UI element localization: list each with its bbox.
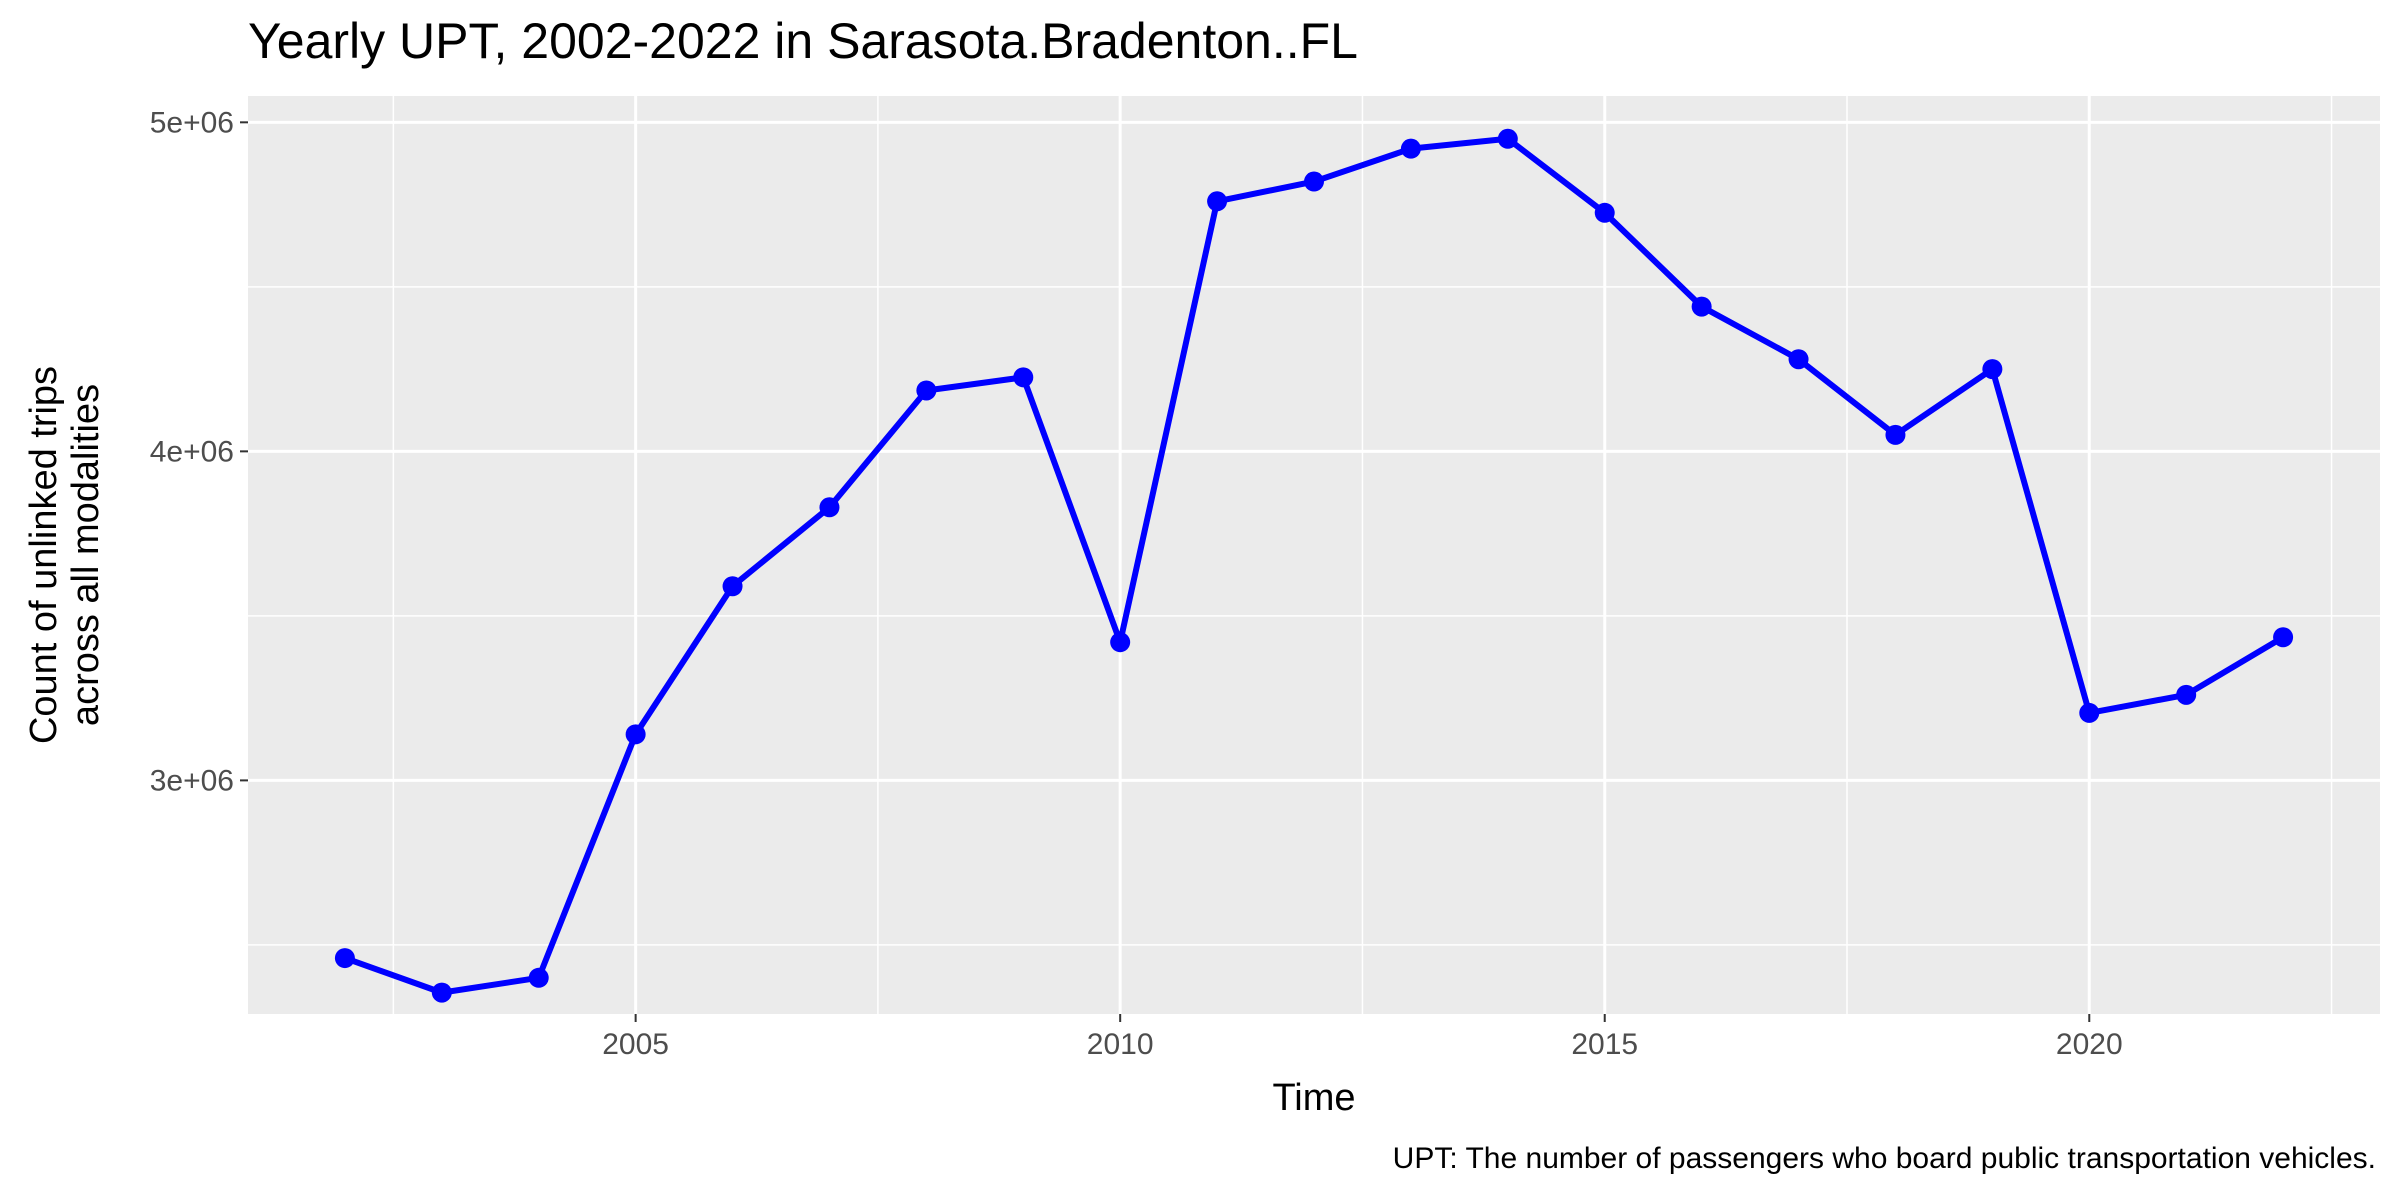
chart-caption: UPT: The number of passengers who board … [1393,1142,2376,1175]
x-axis: 2005 2010 2015 2020 [602,1014,2123,1061]
x-axis-title: Time [1272,1077,1355,1119]
data-point-2004 [528,967,549,988]
x-tick-label: 2010 [1087,1028,1154,1061]
data-point-2014 [1497,128,1518,149]
y-tick-label: 3e+06 [150,764,234,797]
x-tick-label: 2005 [602,1028,669,1061]
data-point-2019 [1982,359,2003,380]
data-point-2007 [819,497,840,518]
y-tick-label: 4e+06 [150,435,234,468]
data-point-2006 [722,576,743,597]
data-point-2011 [1207,191,1228,212]
series-layer [334,128,2294,1003]
minor-gridlines [248,96,2380,1014]
data-point-2022 [2273,627,2294,648]
data-point-2021 [2176,684,2197,705]
data-point-2015 [1594,202,1615,223]
data-point-2008 [916,380,937,401]
data-point-2013 [1400,138,1421,159]
data-point-2002 [334,948,355,969]
x-tick-label: 2015 [1571,1028,1638,1061]
chart-title: Yearly UPT, 2002-2022 in Sarasota.Braden… [248,13,1358,69]
plot-panel [248,96,2380,1014]
data-point-2017 [1788,349,1809,370]
y-axis-title-line-2: across all modalities [65,384,107,726]
data-point-2020 [2079,702,2100,723]
data-point-2010 [1110,632,1131,653]
y-axis: 3e+06 4e+06 5e+06 [150,106,248,797]
data-point-2005 [625,724,646,745]
data-point-2012 [1304,171,1324,192]
data-point-2003 [431,982,452,1003]
data-point-2018 [1885,424,1906,445]
y-axis-title-line-1: Count of unlinked trips [23,366,65,744]
data-point-2016 [1691,296,1712,317]
y-tick-label: 5e+06 [150,106,234,139]
major-gridlines [248,96,2380,1014]
data-point-2009 [1013,367,1034,388]
y-axis-title: Count of unlinked trips across all modal… [23,366,107,744]
x-tick-label: 2020 [2056,1028,2123,1061]
